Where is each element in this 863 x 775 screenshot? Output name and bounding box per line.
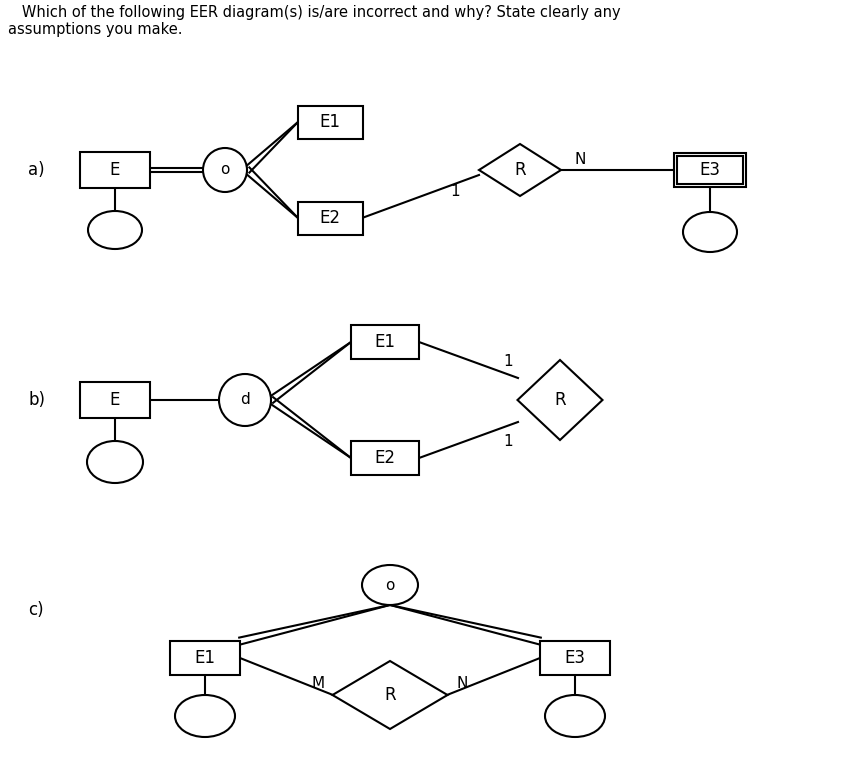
Text: assumptions you make.: assumptions you make. bbox=[8, 22, 182, 37]
Text: N: N bbox=[574, 153, 586, 167]
Text: 1: 1 bbox=[503, 435, 513, 449]
Text: b): b) bbox=[28, 391, 45, 409]
Ellipse shape bbox=[362, 565, 418, 605]
Bar bbox=[351, 325, 419, 359]
Text: E1: E1 bbox=[319, 113, 341, 131]
Bar bbox=[80, 152, 150, 188]
Bar bbox=[298, 202, 362, 235]
Text: E2: E2 bbox=[319, 209, 341, 227]
Ellipse shape bbox=[88, 211, 142, 249]
Text: N: N bbox=[457, 676, 468, 691]
Circle shape bbox=[203, 148, 247, 192]
Text: 1: 1 bbox=[450, 184, 460, 199]
Ellipse shape bbox=[87, 441, 143, 483]
Ellipse shape bbox=[545, 695, 605, 737]
Polygon shape bbox=[332, 661, 448, 729]
Bar bbox=[351, 441, 419, 475]
Ellipse shape bbox=[175, 695, 235, 737]
Bar bbox=[298, 105, 362, 139]
Bar bbox=[677, 156, 743, 184]
Ellipse shape bbox=[683, 212, 737, 252]
Text: E3: E3 bbox=[700, 161, 721, 179]
Bar bbox=[80, 382, 150, 418]
Text: o: o bbox=[385, 577, 394, 593]
Bar bbox=[540, 641, 610, 675]
Text: R: R bbox=[554, 391, 566, 409]
Text: E: E bbox=[110, 391, 120, 409]
Text: R: R bbox=[384, 686, 396, 704]
Text: 1: 1 bbox=[503, 354, 513, 370]
Text: E2: E2 bbox=[375, 449, 395, 467]
Text: R: R bbox=[514, 161, 526, 179]
Circle shape bbox=[219, 374, 271, 426]
Text: o: o bbox=[220, 163, 230, 177]
Text: E1: E1 bbox=[375, 333, 395, 351]
Bar bbox=[674, 153, 746, 187]
Text: E3: E3 bbox=[564, 649, 585, 667]
Text: a): a) bbox=[28, 161, 45, 179]
Polygon shape bbox=[518, 360, 602, 440]
Text: E: E bbox=[110, 161, 120, 179]
Polygon shape bbox=[479, 144, 561, 196]
Text: E1: E1 bbox=[194, 649, 216, 667]
Text: Which of the following EER diagram(s) is/are incorrect and why? State clearly an: Which of the following EER diagram(s) is… bbox=[8, 5, 620, 20]
Text: c): c) bbox=[28, 601, 44, 619]
Bar bbox=[170, 641, 240, 675]
Text: M: M bbox=[312, 676, 324, 691]
Text: d: d bbox=[240, 392, 250, 408]
